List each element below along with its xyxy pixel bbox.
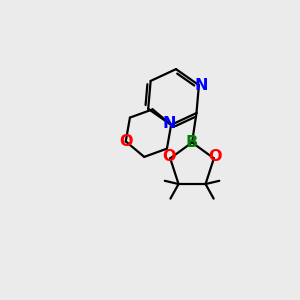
Text: N: N xyxy=(194,78,208,93)
Text: B: B xyxy=(186,135,198,150)
Text: O: O xyxy=(208,149,222,164)
Text: N: N xyxy=(163,116,176,131)
Text: O: O xyxy=(119,134,133,149)
Text: O: O xyxy=(162,149,175,164)
